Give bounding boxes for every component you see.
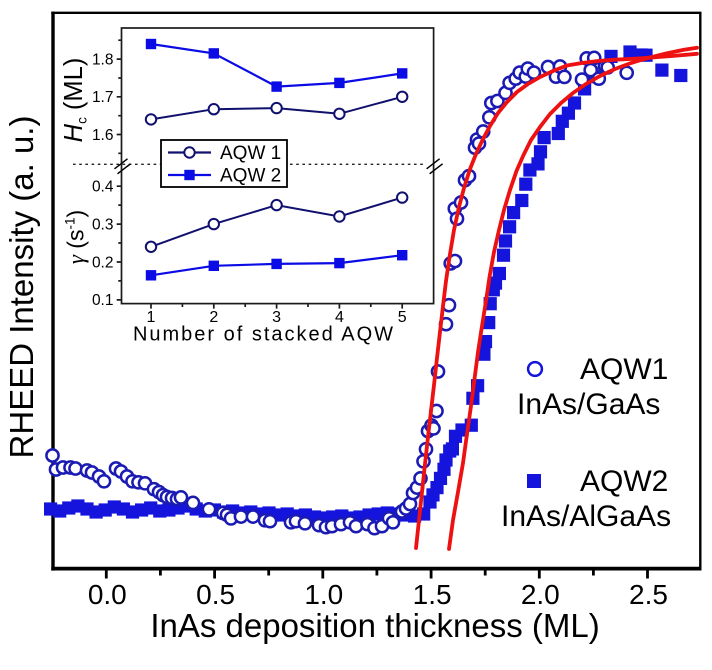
svg-text:0.4: 0.4 (92, 179, 114, 196)
svg-text:AQW2: AQW2 (580, 465, 668, 498)
svg-text:2: 2 (209, 309, 218, 326)
svg-text:AQW1: AQW1 (580, 353, 668, 386)
svg-text:0.3: 0.3 (92, 216, 114, 233)
svg-text:0.1: 0.1 (92, 292, 114, 309)
svg-text:1.7: 1.7 (92, 89, 114, 106)
svg-text:0.0: 0.0 (88, 579, 127, 610)
svg-text:1.0: 1.0 (304, 579, 343, 610)
svg-text:Hc (ML): Hc (ML) (60, 58, 90, 143)
svg-text:3: 3 (272, 309, 281, 326)
svg-text:1: 1 (147, 309, 156, 326)
svg-text:2.5: 2.5 (629, 579, 668, 610)
svg-text:1.5: 1.5 (413, 579, 452, 610)
svg-text:0.5: 0.5 (196, 579, 235, 610)
svg-text:InAs deposition thickness (ML): InAs deposition thickness (ML) (150, 607, 599, 644)
svg-text:AQW 1: AQW 1 (220, 143, 281, 164)
svg-text:γ (s-1): γ (s-1) (63, 210, 89, 264)
svg-text:AQW 2: AQW 2 (220, 166, 281, 187)
svg-text:RHEED Intensity (a. u.): RHEED Intensity (a. u.) (3, 116, 40, 459)
svg-text:5: 5 (398, 309, 407, 326)
svg-text:1.8: 1.8 (92, 51, 114, 68)
svg-text:1.6: 1.6 (92, 127, 114, 144)
svg-text:4: 4 (335, 309, 344, 326)
svg-text:2.0: 2.0 (521, 579, 560, 610)
svg-text:Number of stacked AQW: Number of stacked AQW (133, 324, 395, 346)
svg-text:InAs/GaAs: InAs/GaAs (517, 388, 660, 421)
svg-text:InAs/AlGaAs: InAs/AlGaAs (501, 500, 671, 533)
svg-text:0.2: 0.2 (92, 254, 114, 271)
